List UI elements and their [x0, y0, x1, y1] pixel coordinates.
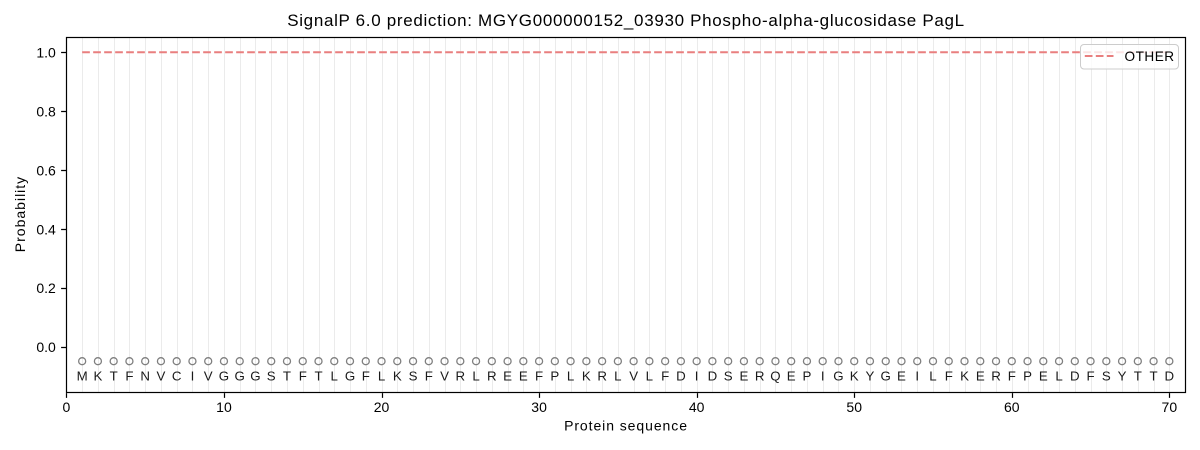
svg-text:P: P: [803, 368, 812, 383]
svg-text:V: V: [629, 368, 638, 383]
svg-text:G: G: [881, 368, 891, 383]
svg-text:R: R: [456, 368, 466, 383]
svg-text:T: T: [1134, 368, 1142, 383]
svg-text:P: P: [550, 368, 559, 383]
svg-text:R: R: [597, 368, 607, 383]
svg-text:S: S: [1102, 368, 1111, 383]
svg-text:F: F: [362, 368, 370, 383]
svg-text:I: I: [821, 368, 825, 383]
svg-text:E: E: [1039, 368, 1048, 383]
svg-text:Y: Y: [1118, 368, 1127, 383]
svg-text:OTHER: OTHER: [1125, 49, 1175, 64]
svg-text:I: I: [915, 368, 919, 383]
svg-text:Protein sequence: Protein sequence: [564, 418, 688, 434]
svg-text:E: E: [976, 368, 985, 383]
svg-text:Q: Q: [770, 368, 780, 383]
svg-text:K: K: [850, 368, 859, 383]
svg-text:E: E: [897, 368, 906, 383]
svg-text:S: S: [409, 368, 418, 383]
svg-text:T: T: [283, 368, 291, 383]
svg-text:70: 70: [1162, 399, 1178, 415]
svg-text:G: G: [235, 368, 245, 383]
svg-text:L: L: [472, 368, 479, 383]
svg-text:0.2: 0.2: [36, 280, 56, 296]
svg-text:R: R: [755, 368, 765, 383]
svg-text:SignalP 6.0 prediction: MGYG00: SignalP 6.0 prediction: MGYG000000152_03…: [287, 11, 965, 30]
svg-text:0.8: 0.8: [36, 104, 56, 120]
svg-text:T: T: [1150, 368, 1158, 383]
svg-text:0.4: 0.4: [36, 221, 56, 237]
svg-text:F: F: [1086, 368, 1094, 383]
svg-text:G: G: [345, 368, 355, 383]
svg-text:R: R: [487, 368, 497, 383]
svg-text:D: D: [1165, 368, 1175, 383]
svg-text:S: S: [724, 368, 733, 383]
svg-text:F: F: [945, 368, 953, 383]
svg-text:N: N: [140, 368, 150, 383]
svg-text:K: K: [93, 368, 102, 383]
svg-text:Probability: Probability: [12, 176, 28, 252]
svg-text:G: G: [250, 368, 260, 383]
svg-text:E: E: [787, 368, 796, 383]
svg-text:T: T: [110, 368, 118, 383]
svg-text:F: F: [535, 368, 543, 383]
svg-text:L: L: [378, 368, 385, 383]
svg-text:0.6: 0.6: [36, 162, 56, 178]
svg-text:S: S: [267, 368, 276, 383]
svg-text:F: F: [661, 368, 669, 383]
svg-text:D: D: [708, 368, 718, 383]
svg-text:P: P: [1023, 368, 1032, 383]
svg-text:L: L: [1055, 368, 1062, 383]
svg-text:F: F: [1008, 368, 1016, 383]
svg-text:1.0: 1.0: [36, 45, 56, 61]
svg-text:K: K: [582, 368, 591, 383]
svg-text:V: V: [157, 368, 166, 383]
svg-text:I: I: [191, 368, 195, 383]
svg-text:50: 50: [846, 399, 862, 415]
svg-text:K: K: [960, 368, 969, 383]
svg-text:G: G: [833, 368, 843, 383]
svg-text:L: L: [614, 368, 621, 383]
svg-text:D: D: [676, 368, 686, 383]
svg-text:D: D: [1070, 368, 1080, 383]
svg-text:0.0: 0.0: [36, 339, 56, 355]
svg-text:V: V: [440, 368, 449, 383]
svg-text:30: 30: [531, 399, 547, 415]
svg-text:E: E: [519, 368, 528, 383]
svg-text:Y: Y: [866, 368, 875, 383]
svg-text:0: 0: [63, 399, 71, 415]
svg-text:F: F: [425, 368, 433, 383]
svg-text:60: 60: [1004, 399, 1020, 415]
svg-text:F: F: [125, 368, 133, 383]
svg-text:L: L: [567, 368, 574, 383]
svg-text:G: G: [219, 368, 229, 383]
svg-text:T: T: [314, 368, 322, 383]
svg-text:E: E: [503, 368, 512, 383]
svg-text:F: F: [299, 368, 307, 383]
svg-text:L: L: [646, 368, 653, 383]
svg-text:R: R: [991, 368, 1001, 383]
svg-text:40: 40: [689, 399, 705, 415]
svg-text:L: L: [929, 368, 936, 383]
svg-text:K: K: [393, 368, 402, 383]
svg-text:C: C: [172, 368, 182, 383]
svg-text:10: 10: [216, 399, 232, 415]
svg-text:I: I: [695, 368, 699, 383]
svg-text:M: M: [77, 368, 88, 383]
svg-text:E: E: [739, 368, 748, 383]
svg-text:V: V: [204, 368, 213, 383]
svg-text:20: 20: [374, 399, 390, 415]
svg-text:L: L: [331, 368, 338, 383]
